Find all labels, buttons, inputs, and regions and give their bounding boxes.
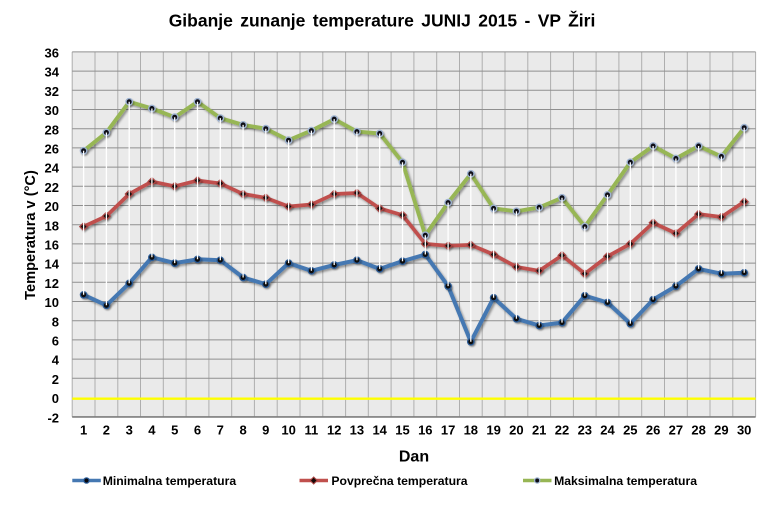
svg-text:36: 36 [45,46,59,61]
svg-text:30: 30 [45,103,59,118]
svg-text:17: 17 [441,423,455,438]
svg-text:1: 1 [80,423,87,438]
svg-text:26: 26 [646,423,660,438]
svg-text:29: 29 [714,423,728,438]
svg-text:15: 15 [395,423,409,438]
svg-text:4: 4 [148,423,156,438]
svg-text:14: 14 [45,257,60,272]
svg-text:25: 25 [623,423,637,438]
svg-text:21: 21 [532,423,546,438]
svg-text:12: 12 [327,423,341,438]
svg-text:8: 8 [52,314,59,329]
svg-text:7: 7 [217,423,224,438]
svg-text:3: 3 [126,423,133,438]
svg-text:6: 6 [194,423,201,438]
svg-text:Maksimalna temperatura: Maksimalna temperatura [554,474,697,488]
svg-text:32: 32 [45,84,59,99]
svg-text:Minimalna temperatura: Minimalna temperatura [103,474,237,488]
svg-text:18: 18 [464,423,478,438]
svg-text:5: 5 [171,423,178,438]
svg-text:22: 22 [45,180,59,195]
svg-text:23: 23 [578,423,592,438]
svg-text:11: 11 [305,423,319,438]
svg-text:28: 28 [691,423,705,438]
svg-text:Dan: Dan [399,449,429,466]
svg-text:27: 27 [669,423,683,438]
svg-text:13: 13 [350,423,364,438]
svg-text:20: 20 [509,423,523,438]
svg-text:16: 16 [45,238,59,253]
svg-text:28: 28 [45,122,59,137]
svg-text:Temperatura v (°C): Temperatura v (°C) [23,170,39,300]
svg-text:10: 10 [45,295,59,310]
svg-text:16: 16 [418,423,432,438]
svg-text:4: 4 [52,353,60,368]
svg-text:10: 10 [281,423,295,438]
svg-text:9: 9 [262,423,269,438]
svg-text:34: 34 [45,65,60,80]
svg-text:12: 12 [45,276,59,291]
svg-text:Gibanje zunanje temperature JU: Gibanje zunanje temperature JUNIJ 2015 -… [169,10,596,31]
svg-text:6: 6 [52,334,59,349]
svg-text:8: 8 [239,423,246,438]
svg-text:2: 2 [103,423,110,438]
svg-text:Povprečna temperatura: Povprečna temperatura [331,474,467,488]
svg-text:18: 18 [45,218,59,233]
svg-text:24: 24 [45,161,60,176]
svg-text:-2: -2 [47,410,59,425]
svg-text:26: 26 [45,142,59,157]
svg-text:30: 30 [737,423,751,438]
svg-text:24: 24 [600,423,615,438]
svg-text:19: 19 [486,423,500,438]
svg-text:14: 14 [372,423,387,438]
svg-text:0: 0 [52,391,59,406]
svg-text:20: 20 [45,199,59,214]
svg-text:2: 2 [52,372,59,387]
svg-text:22: 22 [555,423,569,438]
